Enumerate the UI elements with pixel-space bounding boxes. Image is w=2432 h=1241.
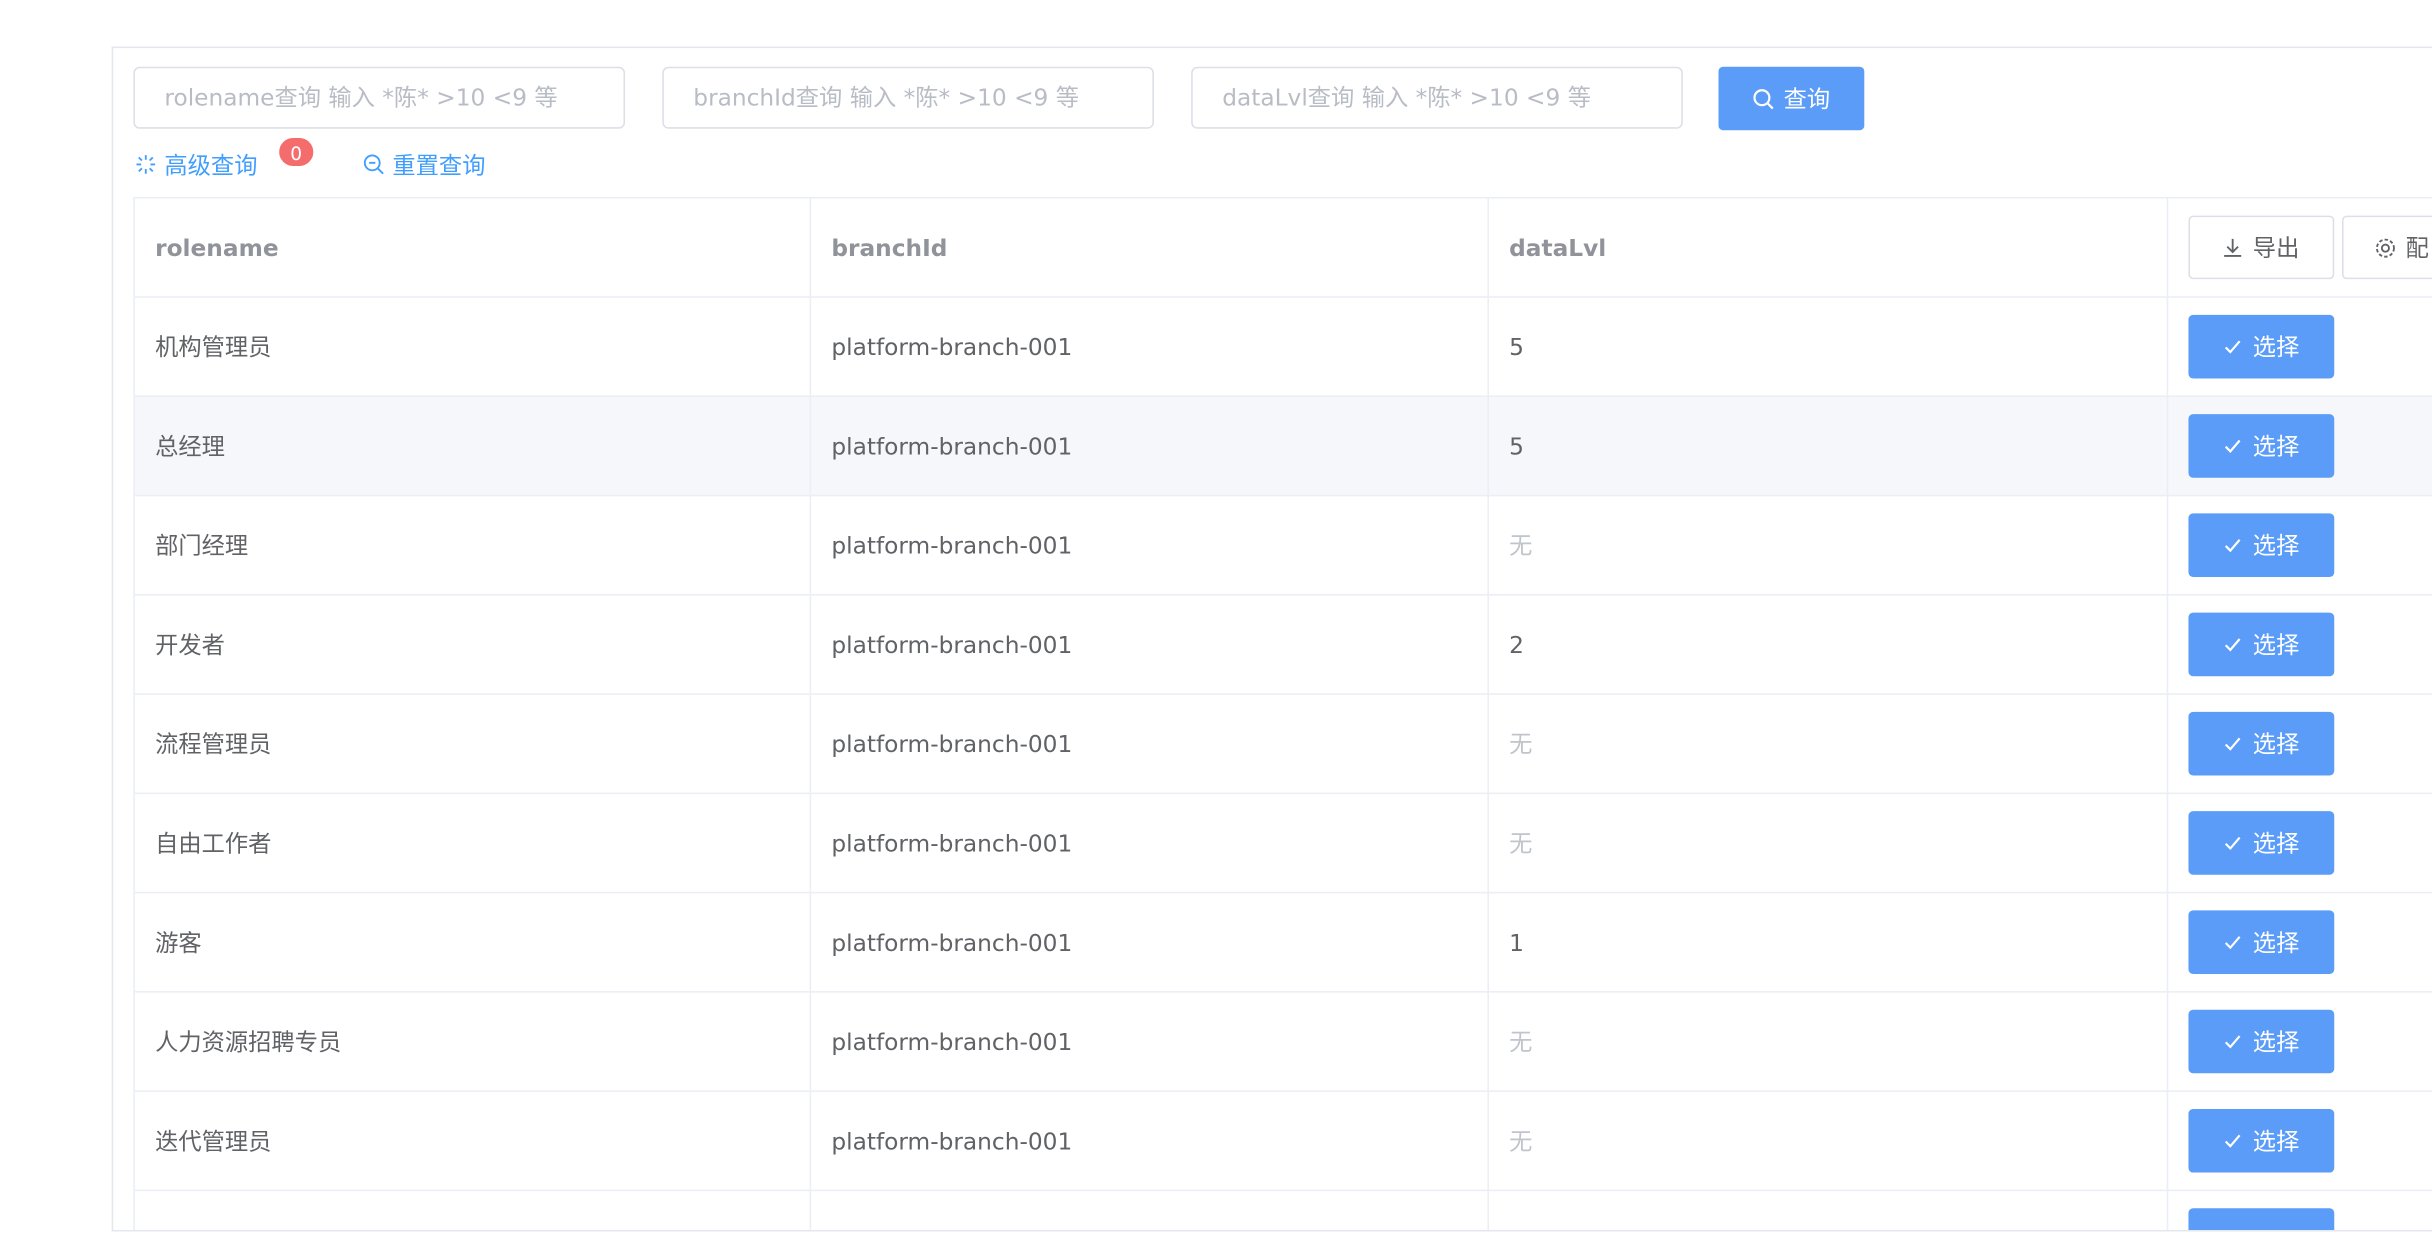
table-cell: platform-branch-001 xyxy=(811,297,1489,398)
select-label: 选择 xyxy=(2252,1028,2300,1057)
filter-input[interactable]: dataLvl查询 输入 *陈* >10 <9 等 xyxy=(1191,66,1683,129)
table-cell: 部门经理 xyxy=(134,496,812,596)
select-label: 选择 xyxy=(2252,829,2300,858)
table-cell: 无 xyxy=(1488,794,2169,894)
panel xyxy=(111,46,2432,1232)
select-label: 选择 xyxy=(2252,730,2300,759)
check-icon xyxy=(2225,1035,2242,1049)
table-cell: platform-branch-001 xyxy=(811,1091,1489,1192)
table-cell: platform-branch-001 xyxy=(811,794,1489,894)
header-cell: rolename xyxy=(134,198,812,298)
check-icon xyxy=(2225,836,2242,850)
export-button[interactable]: 导出 xyxy=(2188,215,2335,280)
config-label: 配 xyxy=(2405,234,2429,263)
search-button[interactable]: 查询 xyxy=(1718,66,1865,131)
check-icon xyxy=(2225,638,2242,652)
filter-input[interactable]: rolename查询 输入 *陈* >10 <9 等 xyxy=(133,66,626,129)
table-cell: platform-branch-001 xyxy=(811,893,1489,993)
select-button[interactable]: 选择 xyxy=(2188,513,2335,577)
export-label: 导出 xyxy=(2252,234,2300,263)
table-cell: 流程管理员 xyxy=(134,694,812,795)
table-cell: 游客 xyxy=(134,893,812,993)
table-cell: platform-branch-001 xyxy=(811,595,1489,695)
header-cell: dataLvl xyxy=(1488,198,2169,298)
check-icon xyxy=(2225,439,2242,453)
select-label: 选择 xyxy=(2252,333,2300,362)
check-icon xyxy=(2225,936,2242,950)
reset-icon xyxy=(363,154,384,175)
select-label: 选择 xyxy=(2252,1127,2300,1156)
table-cell xyxy=(811,1191,1489,1230)
table-cell xyxy=(2168,893,2432,993)
select-label: 选择 xyxy=(2252,531,2300,560)
table-cell xyxy=(2168,695,2432,795)
table-cell: 机构管理员 xyxy=(134,297,812,398)
check-icon xyxy=(2225,1134,2242,1148)
filter-input[interactable]: branchId查询 输入 *陈* >10 <9 等 xyxy=(662,66,1154,129)
search-label: 查询 xyxy=(1783,85,1831,114)
table-cell xyxy=(2168,397,2432,497)
table-cell: 无 xyxy=(1488,694,2169,795)
table-cell xyxy=(135,1191,812,1230)
download-icon xyxy=(2224,238,2242,257)
select-button[interactable] xyxy=(2188,1208,2335,1230)
select-button[interactable]: 选择 xyxy=(2188,910,2335,975)
advanced-link[interactable]: 高级查询 xyxy=(135,147,258,181)
table-cell: platform-branch-001 xyxy=(811,992,1489,1092)
table-cell xyxy=(2168,993,2432,1092)
select-button[interactable]: 选择 xyxy=(2188,1108,2335,1173)
table-cell: 无 xyxy=(1488,496,2169,596)
table-cell: 迭代管理员 xyxy=(134,1091,812,1192)
check-icon xyxy=(2225,737,2242,751)
header-cell: branchId xyxy=(811,198,1489,298)
table-cell: 5 xyxy=(1488,397,2169,497)
select-label: 选择 xyxy=(2252,432,2300,461)
table-cell: 2 xyxy=(1488,595,2169,695)
select-button[interactable]: 选择 xyxy=(2188,711,2335,776)
table-cell: 无 xyxy=(1488,992,2169,1092)
table-cell xyxy=(2168,1092,2432,1192)
select-label: 选择 xyxy=(2252,631,2300,660)
table-cell xyxy=(2168,596,2432,695)
select-button[interactable]: 选择 xyxy=(2188,1009,2335,1074)
table-cell xyxy=(2168,298,2432,398)
select-button[interactable]: 选择 xyxy=(2188,612,2335,677)
table-cell xyxy=(2168,496,2432,596)
table-cell: 无 xyxy=(1488,1091,2169,1192)
header-cell xyxy=(2168,199,2432,298)
search-icon xyxy=(1753,88,1774,109)
table-cell xyxy=(1489,1191,2169,1230)
gear-icon xyxy=(2375,237,2395,257)
select-button[interactable]: 选择 xyxy=(2188,414,2335,478)
select-label: 选择 xyxy=(2252,929,2300,957)
table-cell: 人力资源招聘专员 xyxy=(134,992,812,1092)
table-cell: platform-branch-001 xyxy=(811,694,1489,795)
table-cell: 1 xyxy=(1488,893,2169,993)
table: rolename branchId dataLvl 导出配机构管理员 platform-… xyxy=(133,196,2432,1230)
count-badge: 0 xyxy=(277,136,315,168)
select-button[interactable]: 选择 xyxy=(2188,314,2335,379)
table-cell: platform-branch-001 xyxy=(811,496,1489,596)
reset-link[interactable]: 重置查询 xyxy=(363,147,486,181)
table-cell: 开发者 xyxy=(134,595,812,695)
table-cell: 自由工作者 xyxy=(134,794,812,894)
table-cell: 总经理 xyxy=(134,397,812,497)
check-icon xyxy=(2225,539,2242,553)
table-cell: platform-branch-001 xyxy=(811,397,1489,497)
table-cell: 5 xyxy=(1488,297,2169,398)
check-icon xyxy=(2225,340,2242,354)
advanced-label: 高级查询 xyxy=(164,151,258,180)
config-button[interactable]: 配 xyxy=(2342,215,2432,280)
advanced-icon xyxy=(136,155,156,174)
table-cell xyxy=(2168,794,2432,894)
reset-label: 重置查询 xyxy=(392,151,486,180)
row-highlight xyxy=(134,397,2432,497)
select-button[interactable]: 选择 xyxy=(2188,811,2335,875)
